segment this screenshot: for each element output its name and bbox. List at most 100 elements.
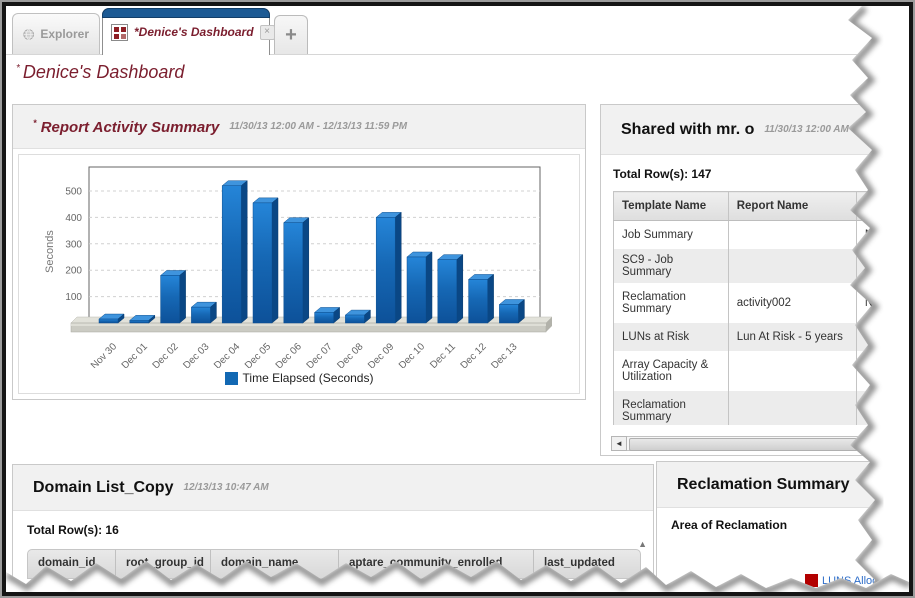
table-cell: Reclamation Summary	[613, 391, 729, 425]
table-cell: Reclamation Summary	[613, 283, 729, 323]
bar-side-11	[456, 254, 464, 324]
domain-header[interactable]: Domain List_Copy 12/13/13 10:47 AM	[13, 465, 653, 511]
report-activity-title: * Report Activity Summary	[33, 117, 220, 136]
bar-Dec 13	[499, 304, 519, 324]
table-cell	[728, 220, 857, 249]
svg-text:Dec 03: Dec 03	[181, 341, 211, 368]
scroll-up-button[interactable]: ▲	[638, 539, 647, 549]
dashboard-grid-icon	[111, 23, 128, 41]
report-activity-header[interactable]: * Report Activity Summary 11/30/13 12:00…	[13, 105, 585, 149]
shared-table-clip: Template Name Report Name Is Job Summary N SC…	[613, 181, 909, 425]
page-title: * Denice's Dashboard	[16, 62, 185, 82]
scrollbar-track[interactable]	[627, 436, 903, 451]
plus-icon: +	[285, 24, 297, 46]
svg-text:400: 400	[65, 213, 82, 224]
domain-col-last_updated[interactable]: last_updated	[544, 557, 615, 569]
domain-col-domain_id[interactable]: domain_id	[28, 550, 116, 578]
domain-col-root_group_id[interactable]: root_group_id	[116, 550, 211, 578]
new-tab-button[interactable]: +	[274, 15, 308, 54]
table-cell: N	[856, 249, 909, 283]
tab-dashboard-label: *Denice's Dashboard	[134, 25, 254, 39]
unsaved-asterisk: *	[16, 63, 20, 74]
svg-text:Dec 05: Dec 05	[243, 341, 273, 368]
table-cell: No	[856, 351, 909, 391]
svg-text:Dec 13: Dec 13	[489, 341, 519, 368]
table-row: Reclamation Summary activity002 N	[613, 283, 909, 323]
bar-side-2	[179, 269, 186, 324]
bar-Dec 04	[221, 185, 242, 324]
domain-date: 12/13/13 10:47 AM	[183, 482, 269, 493]
bar-Dec 07	[314, 312, 334, 324]
svg-text:100: 100	[65, 292, 82, 303]
shared-total-rows: Total Row(s): 147	[613, 167, 712, 181]
bar-side-4	[240, 180, 248, 324]
domain-table-header: domain_id root_group_id domain_name aptare_…	[27, 549, 641, 579]
bar-side-9	[394, 211, 402, 324]
bar-Dec 06	[283, 222, 304, 324]
table-cell	[728, 391, 857, 425]
reclamation-header[interactable]: Reclamation Summary	[657, 462, 909, 508]
bar-side-5	[271, 197, 279, 324]
bar-Dec 12	[468, 279, 488, 324]
bar-Dec 09	[375, 217, 396, 324]
table-row: SC9 - Job Summary N	[613, 249, 909, 283]
shared-title: Shared with mr. o	[621, 120, 755, 138]
legend-swatch-blue	[224, 371, 238, 385]
close-tab-icon[interactable]: ×	[259, 24, 275, 40]
legend-swatch	[805, 574, 818, 587]
table-cell: activity002	[728, 283, 857, 323]
table-cell: No	[856, 323, 909, 351]
scroll-left-button[interactable]: ◄	[611, 436, 627, 451]
svg-text:Seconds: Seconds	[44, 230, 56, 273]
legend-label: LUNS Alloc	[822, 574, 878, 587]
table-row: LUNs at Risk Lun At Risk - 5 years No	[613, 323, 909, 351]
legend-label: Time Elapsed (Seconds)	[242, 371, 374, 385]
shared-col-0[interactable]: Template Name	[613, 191, 729, 221]
svg-text:200: 200	[65, 266, 82, 277]
svg-text:Dec 02: Dec 02	[151, 341, 181, 368]
shared-col-2[interactable]: Is	[856, 191, 909, 221]
horizontal-scrollbar[interactable]: ◄	[611, 436, 903, 451]
table-cell: Job Summary	[613, 220, 729, 249]
bar-Dec 03	[191, 306, 211, 324]
svg-text:500: 500	[65, 187, 82, 198]
pie-legend-item-1: S Allo	[805, 591, 878, 592]
bar-Dec 02	[160, 275, 180, 324]
panel-report-activity-summary: * Report Activity Summary 11/30/13 12:00…	[12, 104, 586, 400]
report-activity-date-range: 11/30/13 12:00 AM - 12/13/13 11:59 PM	[229, 121, 408, 132]
shared-reports-table: Template Name Report Name Is Job Summary N SC…	[613, 191, 909, 425]
globe-icon	[23, 28, 34, 40]
tab-explorer[interactable]: Explorer	[12, 13, 100, 54]
domain-total-rows: Total Row(s): 16	[27, 523, 119, 537]
svg-text:Dec 10: Dec 10	[397, 341, 427, 368]
area-of-reclamation-label: Area of Reclamation	[671, 518, 788, 532]
tab-strip: Explorer *Denice's Dashboard × +	[6, 6, 909, 55]
domain-col-aptare_community_enrolled[interactable]: aptare_community_enrolled	[339, 550, 534, 578]
svg-text:Dec 12: Dec 12	[459, 341, 489, 368]
domain-col-domain_name[interactable]: domain_name	[211, 550, 339, 578]
bar-Nov 30	[98, 318, 119, 324]
table-row: Reclamation Summary N	[613, 391, 909, 425]
table-cell: N	[856, 283, 909, 323]
svg-text:Dec 11: Dec 11	[428, 341, 458, 368]
tab-explorer-label: Explorer	[40, 27, 89, 41]
shared-header[interactable]: Shared with mr. o 11/30/13 12:00 AM - 1	[601, 105, 909, 155]
svg-text:Dec 01: Dec 01	[120, 341, 150, 368]
bar-side-6	[302, 217, 310, 324]
tab-denices-dashboard[interactable]: *Denice's Dashboard ×	[102, 8, 275, 55]
svg-text:Dec 09: Dec 09	[366, 341, 396, 368]
shared-col-1[interactable]: Report Name	[728, 191, 857, 221]
table-cell: SC9 - Job Summary	[613, 249, 729, 283]
table-cell: LUNs at Risk	[613, 323, 729, 351]
bar-side-12	[487, 273, 494, 324]
table-cell: Array Capacity & Utilization	[613, 351, 729, 391]
scrollbar-thumb[interactable]	[629, 438, 895, 451]
panel-reclamation-summary: Reclamation Summary Area of Reclamation …	[656, 461, 909, 592]
bar-side-10	[425, 251, 433, 324]
legend-label: S Allo	[822, 592, 850, 593]
panel-domain-list-copy: Domain List_Copy 12/13/13 10:47 AM Total…	[12, 464, 654, 592]
table-row: Array Capacity & Utilization No	[613, 351, 909, 391]
table-cell	[728, 351, 857, 391]
